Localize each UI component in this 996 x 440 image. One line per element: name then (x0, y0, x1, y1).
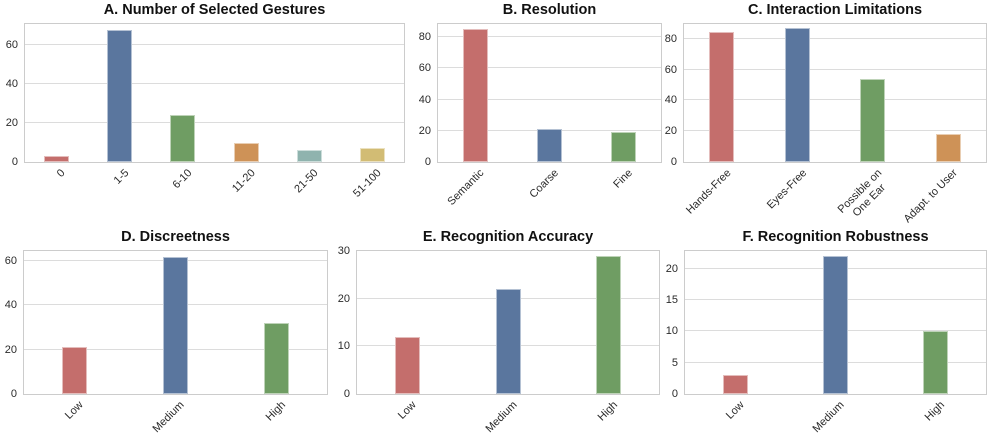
y-tick-label: 0 (671, 388, 678, 400)
y-tick-label: 40 (5, 78, 18, 91)
bar-medium (163, 256, 188, 394)
bar-adapt.-to-user (935, 134, 961, 162)
y-tick-label: 10 (337, 340, 350, 353)
gridline (25, 44, 404, 46)
y-tick-label: 60 (418, 62, 431, 75)
y-tick-label: 40 (418, 93, 431, 106)
y-tick-label: 20 (664, 125, 677, 138)
panel-title: B. Resolution (502, 2, 597, 18)
gridline (25, 122, 404, 124)
bar-possible-on-one-ear (860, 78, 886, 162)
y-tick-label: 0 (10, 388, 17, 400)
bar-low (394, 336, 420, 394)
panel-title: C. Interaction Limitations (747, 2, 923, 18)
bar-high (264, 323, 289, 394)
bar-6-10 (170, 115, 196, 162)
y-tick-label: 0 (343, 388, 350, 400)
y-tick-label: 40 (664, 94, 677, 107)
gridline (25, 83, 404, 85)
panel-recognition-robustness: F. Recognition Robustness 0 5 10 15 20 Low Med… (666, 229, 987, 435)
gridline (438, 36, 661, 38)
y-tick-label: 20 (5, 117, 18, 130)
panel-number-of-selected-gestures: A. Number of Selected Gestures 0 20 40 60 0 1… (6, 2, 405, 200)
bar-51-100 (359, 148, 385, 162)
y-tick-label: 20 (665, 262, 678, 275)
plot-area: 0 20 40 60 80 Semantic Coarse Fine (419, 23, 662, 208)
y-tick-label: 20 (337, 292, 350, 305)
bar-medium (823, 256, 848, 394)
gridline (684, 37, 986, 39)
plot-area: 0 20 40 60 0 1-5 6-10 11-20 21-50 51-100 (6, 23, 405, 200)
panel-resolution: B. Resolution 0 20 40 60 80 Semantic Coarse Fin… (419, 2, 662, 208)
y-tick-label: 20 (4, 343, 17, 356)
plot-area: 0 20 40 60 80 Hands-Free Eyes-Free Possible on … (665, 23, 987, 225)
y-tick-label: 30 (337, 245, 350, 257)
panel-title: D. Discreetness (121, 229, 230, 245)
plot-area: 0 20 40 60 Low Medium High (5, 250, 328, 435)
gridline (684, 130, 986, 132)
plot-area: 0 10 20 30 Low Medium High (338, 245, 660, 435)
y-tick-label: 80 (418, 31, 431, 44)
y-tick-label: 0 (670, 156, 677, 168)
gridline (684, 99, 986, 101)
y-tick-label: 60 (664, 63, 677, 76)
bar-semantic (462, 29, 488, 162)
gridline (438, 67, 661, 69)
bar-medium (495, 289, 521, 394)
bar-high (596, 255, 622, 394)
bar-high (923, 331, 949, 394)
bar-21-50 (296, 150, 322, 162)
bar-fine (611, 132, 637, 162)
bar-eyes-free (784, 27, 810, 162)
y-tick-label: 20 (418, 124, 431, 137)
y-tick-label: 0 (11, 156, 18, 168)
y-tick-label: 80 (664, 32, 677, 45)
bar-11-20 (233, 142, 259, 162)
panel-title: F. Recognition Robustness (742, 229, 929, 245)
gridline (684, 68, 986, 70)
y-tick-label: 15 (665, 293, 678, 306)
bar-1-5 (107, 29, 133, 162)
gridline (438, 98, 661, 100)
y-tick-label: 5 (671, 356, 678, 369)
bar-low (62, 347, 87, 394)
panel-discreetness: D. Discreetness 0 20 40 60 Low Medium High (5, 229, 328, 435)
panel-interaction-limitations: C. Interaction Limitations 0 20 40 60 80 Hand… (665, 2, 987, 225)
panel-recognition-accuracy: E. Recognition Accuracy 0 10 20 30 Low Medium… (338, 229, 660, 435)
y-tick-label: 40 (4, 299, 17, 312)
y-tick-label: 0 (424, 156, 431, 168)
bar-0 (44, 156, 70, 162)
y-tick-label: 60 (5, 39, 18, 52)
panel-title: E. Recognition Accuracy (422, 229, 594, 245)
plot-area: 0 5 10 15 20 Low Medium High (666, 250, 987, 435)
y-tick-label: 10 (665, 325, 678, 338)
bar-coarse (537, 129, 562, 162)
bar-hands-free (709, 32, 735, 162)
panel-title: A. Number of Selected Gestures (103, 2, 326, 18)
bar-low (722, 375, 748, 394)
y-tick-label: 60 (4, 254, 17, 267)
